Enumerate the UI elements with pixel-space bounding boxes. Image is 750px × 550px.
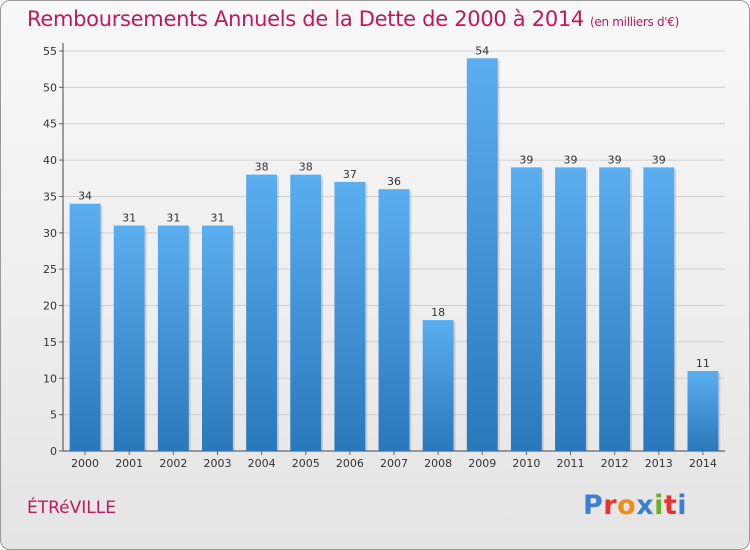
- proxiti-logo: Proxiti: [583, 490, 687, 521]
- y-tick-label: 20: [43, 300, 57, 313]
- data-label: 36: [387, 175, 401, 188]
- bar: [643, 167, 675, 451]
- bar: [113, 225, 145, 451]
- y-tick-label: 5: [50, 409, 57, 422]
- chart-unit: (en milliers d'€): [590, 15, 680, 29]
- x-tick-label: 2009: [468, 457, 496, 470]
- y-tick-label: 10: [43, 372, 57, 385]
- x-tick-label: 2006: [336, 457, 364, 470]
- bar: [290, 174, 322, 452]
- y-tick-label: 25: [43, 263, 57, 276]
- data-label: 39: [608, 153, 622, 166]
- data-label: 38: [299, 161, 313, 174]
- y-tick-label: 40: [43, 154, 57, 167]
- x-tick-label: 2013: [645, 457, 673, 470]
- logo-letter: i: [677, 490, 688, 521]
- bar: [246, 174, 278, 452]
- data-label: 37: [343, 168, 357, 181]
- data-label: 39: [652, 153, 666, 166]
- logo-letter: o: [617, 490, 637, 521]
- bar: [599, 167, 631, 451]
- logo-letter: P: [583, 490, 604, 521]
- y-tick-label: 30: [43, 227, 57, 240]
- bar: [422, 320, 454, 451]
- x-tick-label: 2004: [248, 457, 276, 470]
- x-tick-label: 2002: [159, 457, 187, 470]
- bar: [378, 189, 410, 451]
- x-tick-label: 2000: [71, 457, 99, 470]
- data-label: 11: [696, 357, 710, 370]
- x-tick-label: 2010: [512, 457, 540, 470]
- y-tick-label: 45: [43, 118, 57, 131]
- x-tick-label: 2007: [380, 457, 408, 470]
- logo-letter: x: [636, 490, 655, 521]
- data-label: 54: [475, 44, 489, 57]
- bar: [510, 167, 542, 451]
- bar: [202, 225, 233, 451]
- bar: [334, 181, 366, 451]
- bar: [687, 371, 719, 451]
- commune-name: ÉTRéVILLE: [27, 498, 116, 518]
- x-tick-label: 2003: [203, 457, 231, 470]
- x-tick-label: 2014: [689, 457, 717, 470]
- y-tick-label: 0: [50, 445, 57, 458]
- bar: [466, 58, 498, 451]
- x-tick-label: 2012: [601, 457, 629, 470]
- data-label: 39: [519, 153, 533, 166]
- bar: [555, 167, 586, 451]
- chart-title-text: Remboursements Annuels de la Dette de 20…: [27, 7, 584, 31]
- y-tick-label: 15: [43, 336, 57, 349]
- y-tick-label: 55: [43, 45, 57, 58]
- logo-letter: r: [603, 490, 618, 521]
- data-label: 38: [255, 161, 269, 174]
- bar: [157, 225, 189, 451]
- data-label: 31: [122, 212, 136, 225]
- logo-letter: t: [663, 490, 678, 521]
- data-label: 31: [210, 212, 224, 225]
- x-tick-label: 2011: [557, 457, 585, 470]
- data-label: 34: [78, 190, 92, 203]
- data-label: 39: [564, 153, 578, 166]
- y-tick-label: 35: [43, 190, 57, 203]
- y-tick-label: 50: [43, 81, 57, 94]
- x-tick-label: 2005: [292, 457, 320, 470]
- data-label: 31: [166, 212, 180, 225]
- logo-letter: i: [654, 490, 664, 521]
- chart-title: Remboursements Annuels de la Dette de 20…: [27, 7, 679, 31]
- bar: [69, 203, 101, 451]
- x-tick-label: 2008: [424, 457, 452, 470]
- x-tick-label: 2001: [115, 457, 143, 470]
- data-label: 18: [431, 306, 445, 319]
